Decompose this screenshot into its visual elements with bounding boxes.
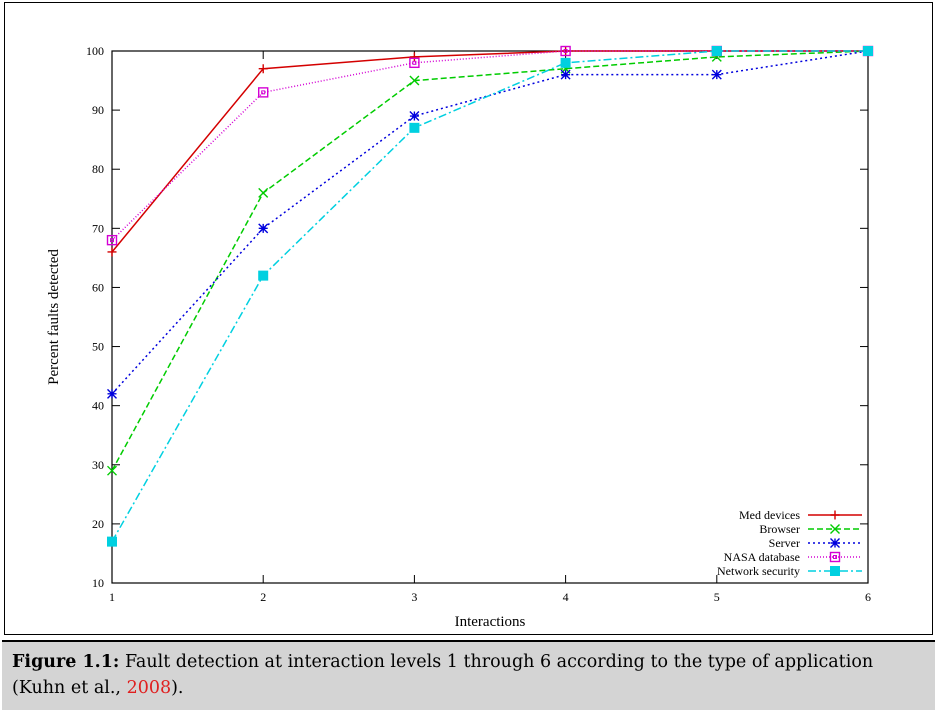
series-2-point	[107, 465, 117, 476]
series-3-point	[560, 69, 571, 80]
y-tick-label: 10	[92, 576, 104, 590]
x-tick-label: 2	[260, 590, 266, 604]
series-3-point	[258, 223, 269, 234]
series-4-point-inner	[563, 49, 568, 53]
legend-label: Med devices	[739, 508, 800, 522]
series-1-point	[409, 52, 419, 62]
series-1-point	[107, 247, 117, 257]
x-tick-label: 5	[714, 590, 720, 604]
x-tick-label: 3	[411, 590, 417, 604]
legend-label: Network security	[717, 564, 800, 578]
legend-swatch-marker	[830, 566, 840, 576]
y-tick-label: 60	[92, 280, 104, 294]
series-5-point	[409, 122, 420, 133]
series-4-point	[560, 45, 571, 57]
series-line-5	[111, 50, 868, 542]
legend-swatch-marker	[830, 524, 840, 534]
legend-label: Server	[769, 536, 800, 550]
y-tick-label: 20	[92, 517, 104, 531]
series-5-point	[258, 270, 269, 281]
y-tick-label: 50	[92, 340, 104, 354]
x-tick-label: 4	[563, 590, 569, 604]
series-4-point-inner	[412, 60, 417, 65]
y-tick-label: 40	[92, 399, 104, 413]
y-axis-label: Percent faults detected	[46, 249, 62, 385]
figure-frame	[4, 2, 933, 635]
series-3-point	[107, 388, 117, 399]
series-4-point-inner	[110, 238, 114, 243]
series-5-point	[107, 536, 117, 547]
y-tick-label: 80	[92, 162, 104, 176]
y-tick-label: 30	[92, 458, 104, 472]
plot-area	[111, 50, 869, 584]
series-2-point	[258, 187, 269, 198]
series-2-point	[409, 75, 420, 86]
x-axis-label: Interactions	[455, 614, 526, 630]
series-4-point	[258, 87, 269, 98]
series-line-1	[111, 50, 868, 253]
series-5-point	[863, 46, 873, 56]
line-chart: 10 20 30 40 50 60 70 80 90 100 1 2 3 4 5 6 Interactions P…	[46, 44, 874, 630]
series-3-point	[711, 69, 722, 80]
x-tick-label: 6	[865, 590, 871, 604]
series-5-point	[711, 46, 722, 56]
caption-end: ).	[171, 678, 184, 699]
legend-label: NASA database	[724, 550, 800, 564]
series-4-point-inner	[261, 90, 266, 95]
y-tick-label: 70	[92, 221, 104, 235]
series-4-point	[409, 57, 420, 69]
series-line-2	[111, 50, 869, 472]
legend-swatch-marker	[829, 551, 841, 563]
series-5-point	[560, 57, 571, 68]
y-tick-label: 100	[86, 44, 104, 58]
legend-swatch-marker-inner	[833, 555, 837, 559]
caption-text: Fault detection at interaction levels 1 …	[12, 652, 874, 699]
caption-citation-link[interactable]: 2008	[126, 678, 172, 699]
series-1-point	[561, 46, 571, 56]
series-3-point	[409, 111, 420, 122]
legend-swatch-marker	[830, 538, 840, 548]
y-tick-label: 90	[92, 103, 104, 117]
x-tick-label: 1	[109, 590, 115, 604]
legend-label: Browser	[759, 522, 800, 536]
series-1-point	[258, 64, 268, 74]
legend-swatch-marker	[830, 510, 840, 520]
caption-label: Figure 1.1:	[12, 652, 120, 672]
figure-caption: Figure 1.1: Fault detection at interacti…	[2, 640, 935, 710]
series-line-4	[111, 50, 868, 241]
series-4-point	[106, 234, 118, 246]
